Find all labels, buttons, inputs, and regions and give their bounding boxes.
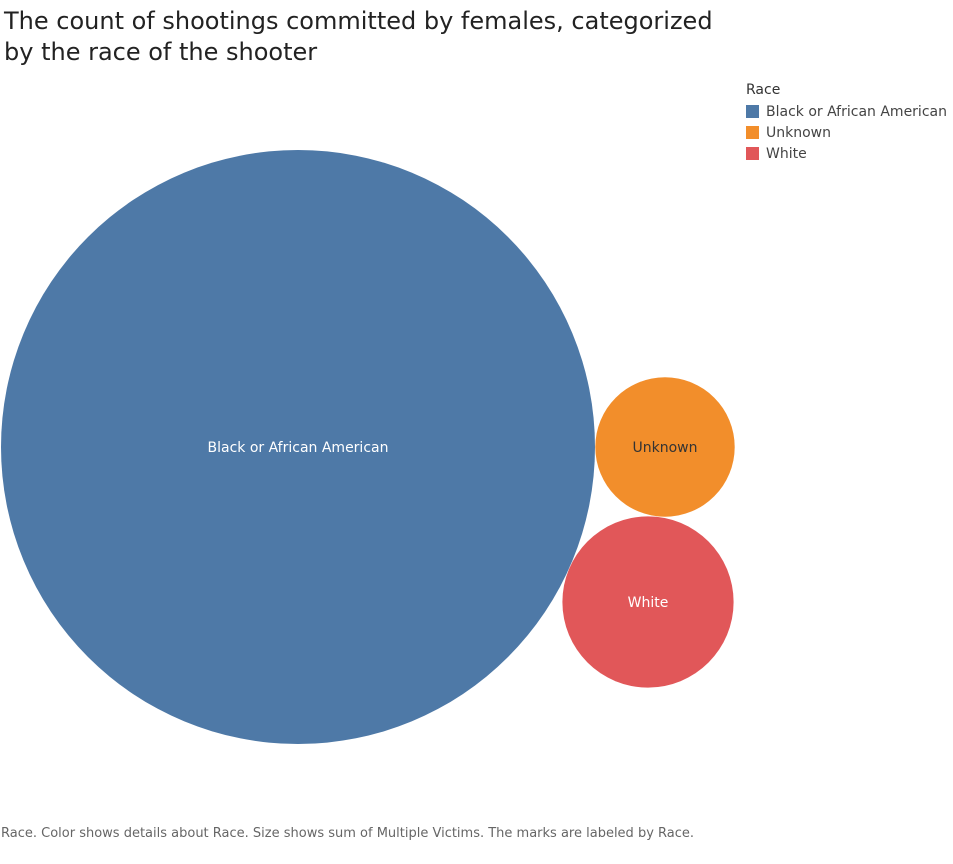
legend-label: White — [766, 145, 807, 162]
bubble-label: White — [628, 595, 669, 611]
legend-item-unknown[interactable]: Unknown — [746, 122, 951, 143]
chart-title: The count of shootings committed by fema… — [4, 7, 713, 66]
bubble-unknown[interactable] — [595, 377, 735, 517]
legend: Race Black or African American Unknown W… — [746, 82, 951, 164]
legend-label: Black or African American — [766, 103, 947, 120]
bubble-label: Unknown — [633, 440, 698, 456]
legend-item-white[interactable]: White — [746, 143, 951, 164]
bubble-white[interactable] — [562, 516, 734, 688]
legend-title: Race — [746, 82, 781, 98]
legend-item-black-or-african-american[interactable]: Black or African American — [746, 101, 951, 122]
bubble-black-or-african-american[interactable] — [1, 150, 595, 744]
legend-swatch — [746, 126, 759, 139]
legend-swatch — [746, 147, 759, 160]
chart-caption: Race. Color shows details about Race. Si… — [1, 826, 695, 841]
legend-label: Unknown — [766, 124, 831, 141]
bubble-label: Black or African American — [208, 440, 389, 456]
legend-swatch — [746, 105, 759, 118]
